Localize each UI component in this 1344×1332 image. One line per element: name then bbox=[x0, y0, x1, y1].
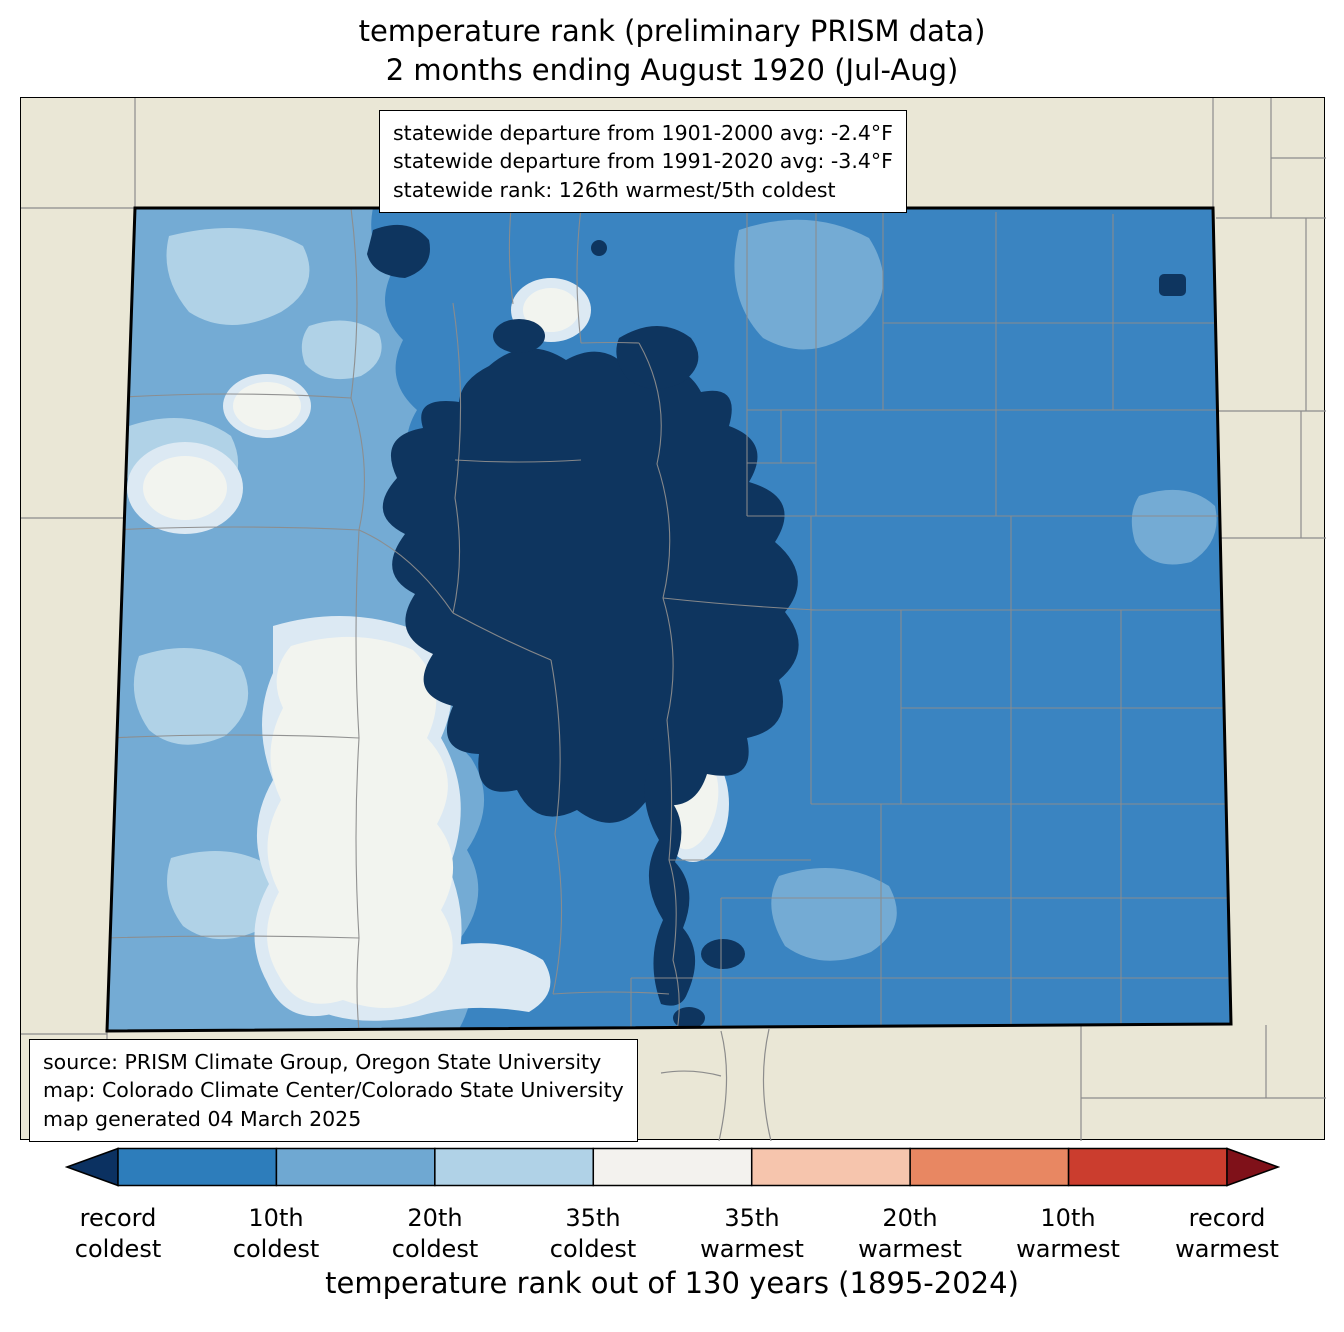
colorbar-label-20th-warmest: 20th warmest bbox=[858, 1204, 962, 1263]
stats-line-1: statewide departure from 1901-2000 avg: … bbox=[393, 121, 893, 145]
page-title: temperature rank (preliminary PRISM data… bbox=[0, 12, 1344, 90]
source-line-3: map generated 04 March 2025 bbox=[43, 1106, 362, 1131]
statewide-stats-box: statewide departure from 1901-2000 avg: … bbox=[379, 110, 907, 213]
source-credit-box: source: PRISM Climate Group, Oregon Stat… bbox=[29, 1039, 638, 1142]
stats-line-2: statewide departure from 1991-2020 avg: … bbox=[393, 149, 893, 174]
cold-rank-regions-pale bbox=[127, 278, 729, 1021]
map-axes: statewide departure from 1901-2000 avg: … bbox=[20, 97, 1326, 1142]
title-line-2: 2 months ending August 1920 (Jul-Aug) bbox=[385, 52, 959, 87]
rank-colorbar bbox=[65, 1147, 1280, 1187]
colorbar-axis-label: temperature rank out of 130 years (1895-… bbox=[325, 1266, 1019, 1300]
colorbar-arrow-record-warmest bbox=[1226, 1147, 1280, 1187]
colorado-map bbox=[21, 98, 1326, 1141]
colorbar-label-record-coldest: record coldest bbox=[74, 1204, 162, 1263]
colorbar-label-35th-coldest: 35th coldest bbox=[549, 1204, 637, 1263]
colorbar-segment-2 bbox=[275, 1147, 436, 1187]
county-boundaries bbox=[107, 208, 1231, 1031]
source-line-1: source: PRISM Climate Group, Oregon Stat… bbox=[43, 1050, 602, 1074]
colorbar-segment-5 bbox=[750, 1147, 911, 1187]
title-line-1: temperature rank (preliminary PRISM data… bbox=[358, 14, 986, 48]
colorbar-segment-7 bbox=[1067, 1147, 1228, 1187]
colorbar-arrow-record-coldest bbox=[65, 1147, 119, 1187]
colorbar-segment-4 bbox=[592, 1147, 753, 1187]
colorbar-label-record-warmest: record warmest bbox=[1175, 1204, 1279, 1263]
colorbar-segment-6 bbox=[909, 1147, 1070, 1187]
colorbar-segment-3 bbox=[434, 1147, 595, 1187]
colorbar-segment-1 bbox=[117, 1147, 278, 1187]
stats-line-3: statewide rank: 126th warmest/5th coldes… bbox=[393, 177, 836, 202]
colorbar-label-10th-coldest: 10th coldest bbox=[232, 1204, 320, 1263]
colorbar-label-10th-warmest: 10th warmest bbox=[1016, 1204, 1120, 1263]
source-line-2: map: Colorado Climate Center/Colorado St… bbox=[43, 1078, 624, 1103]
colorbar-label-20th-coldest: 20th coldest bbox=[391, 1204, 479, 1263]
colorbar-label-35th-warmest: 35th warmest bbox=[700, 1204, 804, 1263]
record-coldest-regions bbox=[367, 224, 1186, 1029]
